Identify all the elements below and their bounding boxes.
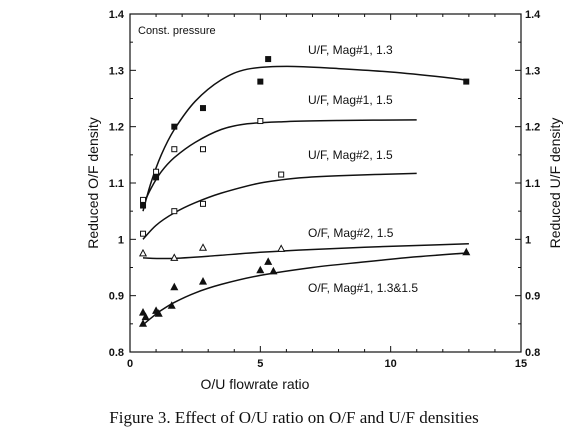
data-point-o-f-mag-1-1-3-1-5 [462,247,471,256]
series-label-u-f-mag-2-1-5: U/F, Mag#2, 1.5 [308,148,393,162]
y-tick-label-left: 0.9 [109,291,124,303]
x-tick-label: 10 [385,358,397,370]
data-point-u-f-mag-1-1-5 [257,118,264,125]
data-point-u-f-mag-1-1-3 [140,202,147,209]
data-point-o-f-mag-1-1-3-1-5 [269,266,278,275]
data-point-o-f-mag-1-1-3-1-5 [154,309,163,317]
series-label-o-f-mag-1-1-3-1-5: O/F, Mag#1, 1.3&1.5 [308,281,418,295]
data-point-o-f-mag-2-1-5 [198,243,208,251]
data-point-u-f-mag-2-1-5 [278,171,285,178]
data-point-o-f-mag-2-1-5 [170,253,179,261]
y-tick-label-left: 1.3 [109,65,124,77]
chart: 0.8 0.8 0.9 0.9 1 1 1.1 1.1 1.2 1.2 1.3 1.3 1.4 1.4 0 5… [85,9,563,392]
data-point-o-f-mag-1-1-3-1-5 [167,301,176,309]
x-tick-label: 0 [127,358,133,370]
y-tick-label-right: 1.2 [525,122,540,134]
series-curves [142,65,470,326]
data-point-u-f-mag-1-1-5 [171,146,178,153]
series-curve-u-f-mag-1-1-3 [142,65,470,212]
data-point-o-f-mag-1-1-3-1-5 [141,312,150,321]
x-axis-title: O/U flowrate ratio [201,376,310,392]
y-tick-label-left: 1 [118,234,124,246]
x-tick-label: 15 [515,358,527,370]
y-tick-label-right: 1.3 [525,65,540,77]
y-tick-label-right: 1.4 [525,9,541,21]
figure-caption: Figure 3. Effect of O/U ratio on O/F and… [109,408,479,427]
data-point-u-f-mag-1-1-3 [463,78,470,85]
annotation-const-pressure: Const. pressure [138,25,216,37]
data-point-o-f-mag-2-1-5 [138,248,148,257]
plot-frame [129,13,522,353]
data-point-u-f-mag-2-1-5 [171,208,178,215]
data-point-u-f-mag-2-1-5 [199,200,206,207]
y-axis-title-left: Reduced O/F density [85,117,101,249]
data-point-u-f-mag-1-1-5 [140,196,147,203]
data-point-o-f-mag-1-1-3-1-5 [198,277,208,285]
y-tick-label-right: 0.8 [525,347,540,359]
data-point-u-f-mag-1-1-3 [265,56,272,63]
y-tick-label-right: 1.1 [525,178,540,190]
y-tick-label-left: 1.2 [109,122,124,134]
data-point-o-f-mag-1-1-3-1-5 [264,257,273,265]
y-tick-label-left: 1.4 [109,9,125,21]
series-curve-o-f-mag-1-1-3-1-5 [142,252,469,326]
data-point-o-f-mag-2-1-5 [277,244,286,252]
series-curve-u-f-mag-1-1-5 [142,119,417,206]
y-tick-label-left: 0.8 [109,347,124,359]
data-point-o-f-mag-1-1-3-1-5 [256,265,265,274]
y-tick-label-left: 1.1 [109,178,124,190]
axes: 0.8 0.8 0.9 0.9 1 1 1.1 1.1 1.2 1.2 1.3 1.3 1.4 1.4 0 5… [109,9,541,370]
data-point-o-f-mag-1-1-3-1-5 [138,308,148,316]
data-point-o-f-mag-1-1-3-1-5 [138,319,148,327]
y-tick-label-right: 0.9 [525,291,540,303]
data-point-u-f-mag-1-1-3 [257,78,264,85]
data-point-u-f-mag-1-1-3 [171,123,178,130]
y-tick-label-right: 1 [525,234,531,246]
data-point-o-f-mag-1-1-3-1-5 [170,282,179,291]
data-point-u-f-mag-1-1-3 [199,105,206,112]
data-point-u-f-mag-1-1-5 [199,146,206,153]
y-axis-title-right: Reduced U/F density [547,118,563,249]
data-point-u-f-mag-1-1-3 [153,174,160,181]
series-labels: U/F, Mag#1, 1.3 U/F, Mag#1, 1.5 U/F, Mag#2… [308,43,418,295]
x-tick-label: 5 [257,358,263,370]
series-label-u-f-mag-1-1-5: U/F, Mag#1, 1.5 [308,93,393,107]
series-label-u-f-mag-1-1-3: U/F, Mag#1, 1.3 [308,43,393,57]
data-point-u-f-mag-2-1-5 [140,230,147,237]
data-points [138,56,471,327]
series-label-o-f-mag-2-1-5: O/F, Mag#2, 1.5 [308,226,394,240]
series-curve-u-f-mag-2-1-5 [142,172,417,240]
data-point-u-f-mag-1-1-5 [153,168,160,175]
